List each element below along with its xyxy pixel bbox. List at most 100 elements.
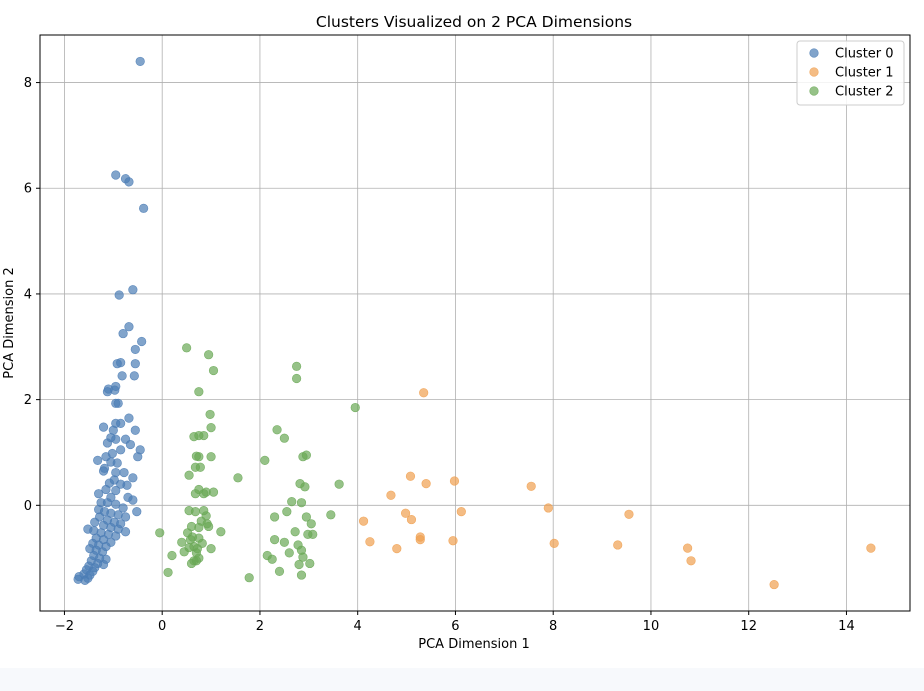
y-tick-label: 2 bbox=[24, 393, 32, 408]
data-point bbox=[244, 573, 254, 583]
data-point bbox=[300, 482, 310, 492]
data-point bbox=[111, 398, 121, 408]
data-point bbox=[199, 430, 209, 441]
data-point bbox=[526, 481, 536, 491]
data-point bbox=[274, 566, 285, 576]
series-cluster-1 bbox=[358, 388, 876, 590]
series-cluster-0 bbox=[73, 56, 149, 585]
data-point bbox=[128, 495, 138, 505]
data-point bbox=[130, 344, 140, 355]
data-point bbox=[290, 527, 300, 537]
data-point bbox=[233, 473, 243, 483]
data-point bbox=[292, 373, 302, 384]
legend-label: Cluster 2 bbox=[835, 85, 894, 100]
data-point bbox=[114, 290, 124, 300]
data-point bbox=[613, 540, 623, 550]
legend-marker bbox=[809, 67, 819, 77]
data-point bbox=[129, 371, 139, 381]
data-point bbox=[124, 177, 134, 187]
data-point bbox=[124, 322, 134, 332]
data-point bbox=[326, 510, 336, 520]
data-point bbox=[179, 547, 189, 557]
data-point bbox=[296, 498, 307, 508]
data-point bbox=[334, 479, 344, 489]
data-point bbox=[102, 438, 113, 448]
data-point bbox=[112, 458, 122, 468]
data-point bbox=[199, 489, 209, 499]
data-point bbox=[102, 498, 113, 508]
legend-box bbox=[796, 40, 905, 106]
x-tick-label: 12 bbox=[740, 619, 757, 634]
data-point bbox=[190, 507, 201, 517]
data-point bbox=[301, 512, 311, 522]
data-point bbox=[296, 570, 307, 580]
x-tick-label: 10 bbox=[643, 619, 660, 634]
data-point bbox=[365, 537, 375, 547]
data-point bbox=[139, 203, 149, 213]
data-point bbox=[284, 548, 294, 558]
data-point bbox=[182, 343, 192, 353]
data-point bbox=[270, 535, 280, 545]
plot-frame bbox=[39, 34, 911, 612]
grid-lines bbox=[40, 35, 910, 611]
data-point bbox=[98, 466, 109, 476]
legend-marker bbox=[809, 86, 819, 96]
data-point bbox=[119, 467, 129, 478]
data-point bbox=[111, 467, 121, 478]
data-point bbox=[194, 387, 204, 397]
data-point bbox=[117, 371, 127, 381]
data-point bbox=[132, 507, 142, 517]
data-point bbox=[118, 503, 128, 513]
data-point bbox=[101, 484, 111, 495]
scatter-chart: Clusters Visualized on 2 PCA Dimensions … bbox=[2, 13, 911, 652]
data-point bbox=[116, 418, 126, 429]
data-point bbox=[419, 388, 429, 398]
data-point bbox=[272, 425, 282, 435]
data-point bbox=[116, 445, 126, 455]
data-point bbox=[135, 56, 145, 67]
data-point bbox=[111, 170, 121, 180]
data-point bbox=[130, 425, 140, 435]
data-points bbox=[73, 56, 876, 590]
data-point bbox=[287, 497, 297, 507]
data-point bbox=[206, 423, 216, 433]
data-point bbox=[90, 517, 100, 527]
data-point bbox=[111, 485, 121, 496]
data-point bbox=[133, 452, 143, 462]
data-point bbox=[358, 516, 369, 526]
data-point bbox=[124, 413, 134, 423]
x-tick-label: 14 bbox=[838, 619, 855, 634]
data-point bbox=[298, 452, 308, 462]
data-point bbox=[155, 528, 165, 538]
data-point bbox=[415, 535, 425, 545]
data-point bbox=[130, 359, 140, 369]
data-point bbox=[543, 503, 553, 513]
y-tick-label: 6 bbox=[24, 182, 32, 197]
series-cluster-2 bbox=[155, 343, 360, 583]
data-point bbox=[112, 359, 122, 369]
legend-label: Cluster 1 bbox=[835, 66, 894, 81]
data-point bbox=[195, 462, 205, 472]
data-point bbox=[282, 507, 292, 517]
y-axis-label: PCA Dimension 2 bbox=[2, 267, 17, 378]
data-point bbox=[350, 402, 360, 413]
data-point bbox=[184, 470, 194, 480]
data-point bbox=[205, 409, 215, 420]
data-point bbox=[392, 544, 402, 554]
x-tick-label: 6 bbox=[451, 619, 459, 634]
y-tick-label: 0 bbox=[24, 499, 32, 514]
data-point bbox=[298, 552, 308, 562]
data-point bbox=[686, 556, 696, 566]
y-axis-ticks: 0 2 4 6 8 bbox=[24, 76, 40, 514]
data-point bbox=[120, 527, 131, 537]
data-point bbox=[308, 529, 318, 539]
data-point bbox=[128, 285, 138, 295]
data-point bbox=[292, 361, 302, 371]
legend: Cluster 0 Cluster 1 Cluster 2 bbox=[796, 40, 905, 106]
data-point bbox=[177, 537, 187, 547]
x-tick-label: −2 bbox=[55, 619, 74, 634]
data-point bbox=[110, 385, 120, 395]
figure-canvas: Clusters Visualized on 2 PCA Dimensions … bbox=[2, 13, 911, 652]
data-point bbox=[137, 336, 147, 347]
data-point bbox=[400, 508, 411, 518]
